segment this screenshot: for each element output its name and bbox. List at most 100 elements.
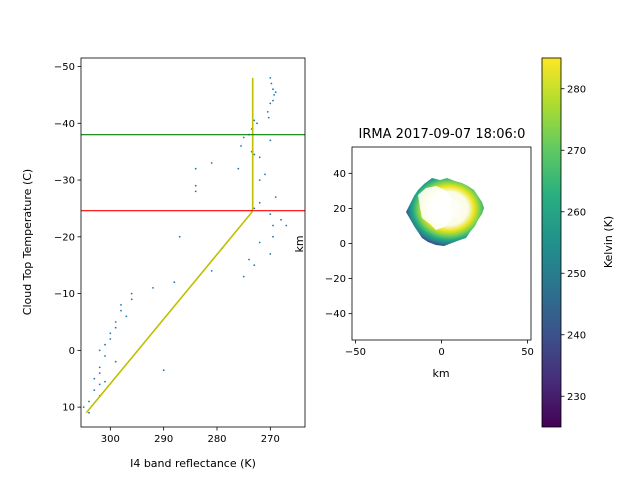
colorbar-tick-label: 240 <box>567 330 586 341</box>
scatter-point-62 <box>93 389 96 391</box>
scatter-point-58 <box>98 372 101 374</box>
scatter-point-40 <box>178 235 181 238</box>
scatter-point-9 <box>253 119 256 122</box>
scatter-point-42 <box>173 281 176 284</box>
scatter-point-67 <box>162 369 165 372</box>
scatter-point-61 <box>98 383 101 386</box>
scatter-point-64 <box>88 400 90 403</box>
y-tick-label: −40 <box>54 119 75 130</box>
scatter-point-32 <box>272 224 274 227</box>
scatter-point-3 <box>274 91 277 93</box>
map-y-tick-label: −40 <box>325 309 346 320</box>
colorbar: 230 240 250 260 270 280 Kelvin (K) <box>541 57 615 428</box>
scatter-point-24 <box>258 179 261 182</box>
scatter-point-38 <box>242 275 245 278</box>
colorbar-gradient <box>542 58 561 427</box>
map-x-tick-label: 50 <box>521 347 534 358</box>
map-y-tick-label: 0 <box>340 239 346 250</box>
storm-map-title: IRMA 2017-09-07 18:06:0 <box>359 127 526 142</box>
colorbar-ticks: 230 240 250 260 270 280 <box>561 84 586 403</box>
scatter-point-57 <box>98 366 101 369</box>
x-tick-label: 290 <box>154 434 173 445</box>
cloud-top-axes-frame <box>80 57 306 428</box>
scatter-point-60 <box>104 380 106 383</box>
scatter-point-22 <box>194 184 197 187</box>
colorbar-tick-label: 280 <box>567 84 586 95</box>
scatter-point-2 <box>272 88 274 91</box>
scatter-point-30 <box>280 218 282 221</box>
x-tick-label: 300 <box>101 434 120 445</box>
scatter-point-29 <box>269 213 272 216</box>
scatter-point-47 <box>120 309 122 312</box>
scatter-point-7 <box>266 111 269 113</box>
scatter-point-46 <box>120 304 122 306</box>
x-tick-label: 270 <box>261 434 280 445</box>
map-x-tick-label: −50 <box>345 347 366 358</box>
colorbar-tick-label: 250 <box>567 269 586 280</box>
storm-map-plot-area <box>406 178 484 246</box>
storm-map-x-axis-label: km <box>432 367 449 380</box>
storm-map-chart: −50 0 50 −40 −20 0 20 40 IRMA 2017-09-07 18:06… <box>293 127 534 380</box>
scatter-point-20 <box>194 167 197 170</box>
scatter-point-48 <box>125 315 128 318</box>
y-tick-label: 0 <box>69 346 75 357</box>
scatter-point-6 <box>269 102 272 105</box>
storm-map-x-ticks: −50 0 50 <box>345 340 534 358</box>
scatter-point-18 <box>237 167 240 170</box>
colorbar-tick-label: 230 <box>567 392 586 403</box>
colorbar-tick-label: 260 <box>567 207 586 218</box>
scatter-point-21 <box>210 162 213 164</box>
x-tick-label: 280 <box>207 434 226 445</box>
scatter-point-19 <box>269 139 272 142</box>
scatter-point-41 <box>210 270 213 272</box>
scatter-point-49 <box>114 321 117 323</box>
map-y-tick-label: 20 <box>333 204 346 215</box>
scatter-point-66 <box>88 411 90 414</box>
map-y-tick-label: −20 <box>325 274 346 285</box>
scatter-point-43 <box>152 287 154 289</box>
scatter-point-15 <box>253 153 256 156</box>
y-tick-label: 10 <box>62 403 75 414</box>
cloud-top-x-ticks: 300 290 280 270 <box>101 427 280 445</box>
scatter-point-59 <box>93 377 96 380</box>
scatter-point-44 <box>130 292 133 295</box>
scatter-point-25 <box>264 173 266 176</box>
y-tick-label: −10 <box>54 289 75 300</box>
scatter-point-0 <box>269 77 272 79</box>
scatter-point-17 <box>258 156 261 159</box>
scatter-point-54 <box>98 349 101 352</box>
scatter-point-8 <box>267 116 270 119</box>
scatter-point-14 <box>240 145 242 147</box>
cloud-top-chart: 300 290 280 270 −50 −40 −30 −20 −10 0 10 I4 band … <box>21 57 306 470</box>
scatter-point-36 <box>248 258 250 261</box>
scatter-point-33 <box>272 235 274 238</box>
map-x-tick-label: 0 <box>438 347 444 358</box>
scatter-point-31 <box>285 224 288 227</box>
scatter-point-37 <box>253 264 256 267</box>
storm-cold-core <box>418 186 452 230</box>
scatter-point-65 <box>82 406 85 408</box>
scatter-point-45 <box>130 298 133 301</box>
cloud-top-plot-area <box>81 77 305 414</box>
scatter-point-28 <box>253 207 256 210</box>
scatter-point-4 <box>273 94 275 96</box>
y-tick-label: −50 <box>54 62 75 73</box>
cloud-top-y-ticks: −50 −40 −30 −20 −10 0 10 <box>54 62 81 414</box>
scatter-point-51 <box>109 332 112 335</box>
storm-map-y-ticks: −40 −20 0 20 40 <box>325 169 352 320</box>
y-tick-label: −30 <box>54 176 75 187</box>
scatter-point-34 <box>258 241 261 244</box>
scatter-point-35 <box>269 253 272 255</box>
scatter-point-13 <box>242 136 245 139</box>
scatter-point-27 <box>258 201 261 204</box>
scatter-point-5 <box>272 99 274 102</box>
storm-map-y-axis-label: km <box>293 235 306 252</box>
scatter-point-56 <box>114 360 117 363</box>
scatter-point-50 <box>114 326 117 329</box>
scatter-point-10 <box>256 122 258 125</box>
colorbar-frame <box>541 57 562 428</box>
cloud-top-x-axis-label: I4 band reflectance (K) <box>130 457 256 470</box>
scatter-point-1 <box>270 82 273 85</box>
scatter-point-26 <box>274 196 277 199</box>
